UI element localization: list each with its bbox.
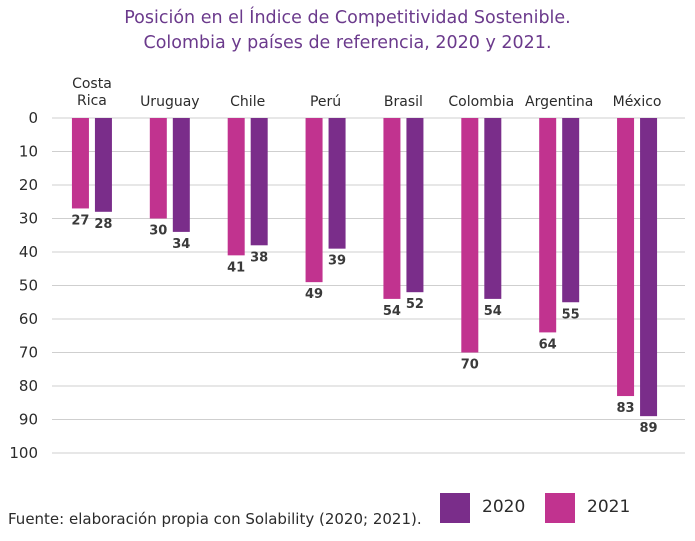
- y-tick-label: 0: [28, 109, 38, 127]
- chart-title-line-2: Colombia y países de referencia, 2020 y …: [143, 33, 552, 53]
- bar-2021: [461, 118, 479, 353]
- y-tick-label: 10: [19, 143, 38, 161]
- bar-2020: [484, 118, 502, 299]
- x-category-label: Perú: [310, 94, 341, 110]
- y-tick-label: 40: [19, 243, 38, 261]
- bar-2020: [94, 118, 112, 212]
- data-label: 38: [250, 250, 268, 265]
- bar-2021: [539, 118, 557, 333]
- y-tick-label: 80: [19, 377, 38, 395]
- y-tick-label: 90: [19, 411, 38, 429]
- y-tick-label: 60: [19, 310, 38, 328]
- bar-2020: [250, 118, 268, 246]
- data-label: 27: [71, 213, 89, 228]
- data-label: 28: [94, 217, 112, 232]
- y-tick-label: 30: [19, 210, 38, 228]
- y-tick-label: 20: [19, 176, 38, 194]
- y-tick-label: 100: [9, 444, 38, 462]
- x-category-label: Brasil: [384, 94, 423, 110]
- x-category-label: Rica: [77, 93, 107, 109]
- y-tick-label: 50: [19, 277, 38, 295]
- bar-2021: [305, 118, 323, 283]
- x-category-label: Colombia: [448, 94, 514, 110]
- data-label: 49: [305, 287, 323, 302]
- bar-2020: [406, 118, 424, 293]
- data-label: 54: [484, 304, 502, 319]
- data-label: 39: [328, 254, 346, 269]
- bar-2021: [383, 118, 401, 299]
- bar-2020: [328, 118, 346, 249]
- data-label: 55: [562, 307, 580, 322]
- data-label: 54: [383, 304, 401, 319]
- legend-label-2021: 2021: [587, 497, 631, 517]
- bar-2020: [640, 118, 658, 417]
- x-category-label: Uruguay: [140, 94, 200, 110]
- bar-2020: [562, 118, 580, 303]
- chart-title-line-1: Posición en el Índice de Competitividad …: [124, 8, 571, 28]
- data-label: 41: [227, 260, 245, 275]
- bar-2021: [71, 118, 89, 209]
- data-label: 52: [406, 297, 424, 312]
- bar-2020: [172, 118, 190, 232]
- bar-2021: [227, 118, 245, 256]
- legend-swatch-2020: [440, 493, 470, 523]
- x-category-label: Chile: [230, 94, 265, 110]
- source-note: Fuente: elaboración propia con Solabilit…: [8, 510, 422, 528]
- data-label: 64: [539, 337, 557, 352]
- x-category-label: Argentina: [525, 94, 593, 110]
- bar-2021: [149, 118, 167, 219]
- data-label: 30: [149, 224, 167, 239]
- data-label: 83: [617, 401, 635, 416]
- data-label: 89: [640, 421, 658, 436]
- x-category-label: Costa: [72, 76, 112, 92]
- data-label: 70: [461, 358, 479, 373]
- data-label: 34: [172, 237, 190, 252]
- legend-label-2020: 2020: [482, 497, 526, 517]
- legend-swatch-2021: [545, 493, 575, 523]
- y-tick-label: 70: [19, 344, 38, 362]
- x-category-label: México: [613, 94, 662, 110]
- bar-2021: [617, 118, 635, 397]
